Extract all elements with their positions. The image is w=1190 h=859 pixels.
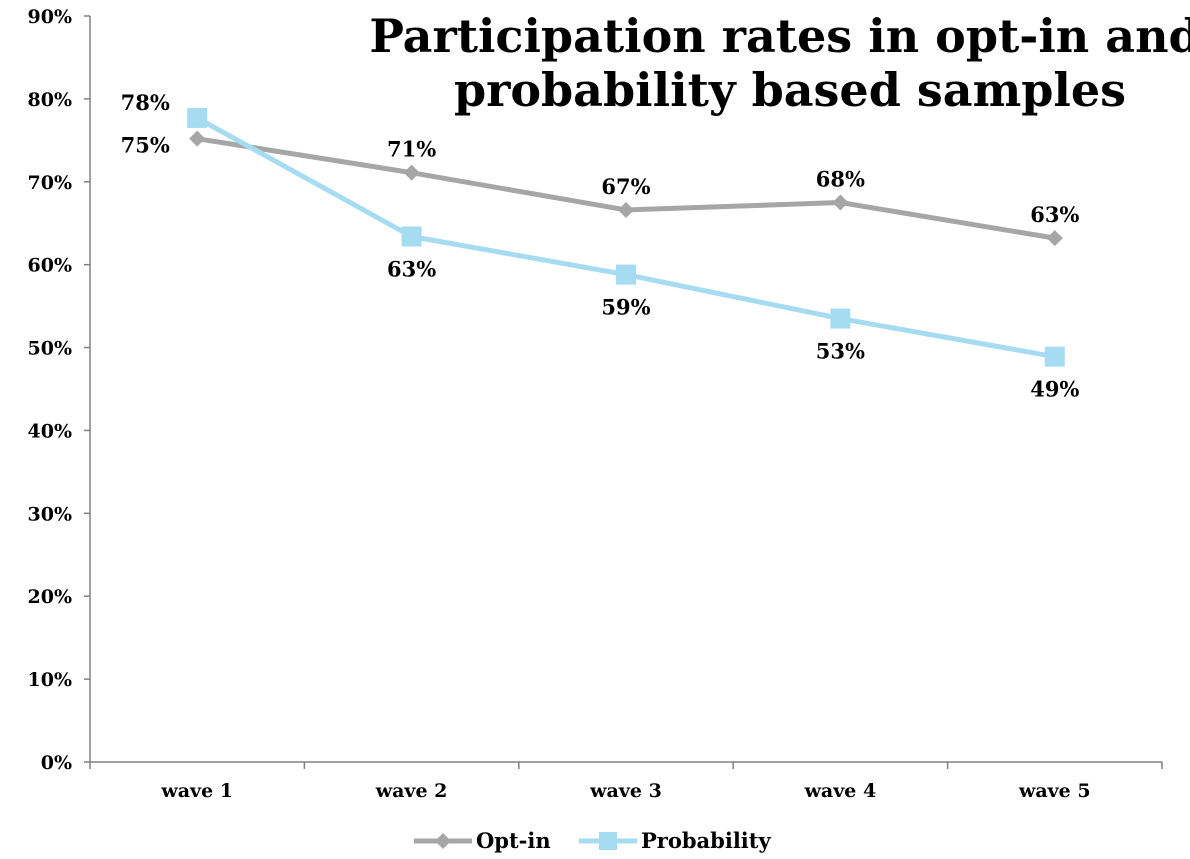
legend-marker-square xyxy=(599,832,617,850)
y-tick-label: 20% xyxy=(28,586,73,608)
series-layer xyxy=(187,107,1065,367)
legend-item-opt-in: Opt-in xyxy=(414,828,551,853)
data-point-square xyxy=(1044,346,1065,367)
x-tick-label: wave 1 xyxy=(160,780,233,802)
data-label-probability: 59% xyxy=(601,295,650,320)
chart-title: Participation rates in opt-in and probab… xyxy=(369,9,1190,117)
legend-label: Probability xyxy=(641,828,771,853)
y-tick-label: 30% xyxy=(28,503,73,525)
y-tick-label: 80% xyxy=(28,89,73,111)
data-labels: 75% 78% 71% 63% 67% 59% 68% 53% 63% 49% xyxy=(121,90,1080,402)
y-tick-label: 50% xyxy=(28,338,73,360)
x-tick-label: wave 2 xyxy=(375,780,448,802)
y-tick-label: 10% xyxy=(28,669,73,691)
x-tick-label: wave 5 xyxy=(1018,780,1091,802)
x-tick-label: wave 3 xyxy=(589,780,662,802)
data-point-square xyxy=(616,264,636,285)
data-label-probability: 63% xyxy=(387,256,436,281)
axes: 0% 10% 20% 30% 40% 50% 60% 70% 80% 90% wave 1 wave … xyxy=(28,6,1163,802)
legend-item-probability: Probability xyxy=(579,828,771,853)
y-tick-label: 0% xyxy=(41,752,72,774)
data-point-diamond xyxy=(618,201,634,218)
series-line xyxy=(195,115,1056,360)
data-point-diamond xyxy=(189,130,206,147)
data-label-probability: 49% xyxy=(1030,377,1079,402)
legend: Opt-in Probability xyxy=(414,828,771,853)
data-point-square xyxy=(830,308,851,329)
data-label-opt-in: 63% xyxy=(1030,202,1079,227)
series-probability xyxy=(187,107,1065,367)
data-point-square xyxy=(187,107,208,128)
data-point-square xyxy=(401,226,422,247)
data-label-opt-in: 68% xyxy=(816,167,865,192)
data-label-opt-in: 71% xyxy=(387,137,436,162)
legend-label: Opt-in xyxy=(476,828,551,853)
data-label-opt-in: 67% xyxy=(601,174,650,199)
data-label-probability: 78% xyxy=(121,90,170,115)
chart-title-line-2: probability based samples xyxy=(454,63,1126,117)
y-tick-label: 70% xyxy=(28,172,73,194)
data-point-diamond xyxy=(1046,230,1063,247)
y-tick-label: 60% xyxy=(28,255,73,277)
data-label-probability: 53% xyxy=(816,339,865,364)
data-label-opt-in: 75% xyxy=(121,133,170,158)
y-tick-label: 90% xyxy=(28,6,73,28)
legend-marker-diamond xyxy=(435,833,451,849)
data-point-diamond xyxy=(403,164,420,181)
chart-title-line-1: Participation rates in opt-in and xyxy=(369,9,1190,63)
series-opt-in xyxy=(189,130,1063,247)
x-tick-label: wave 4 xyxy=(804,780,877,802)
data-point-diamond xyxy=(832,194,849,211)
y-tick-label: 40% xyxy=(28,420,73,442)
